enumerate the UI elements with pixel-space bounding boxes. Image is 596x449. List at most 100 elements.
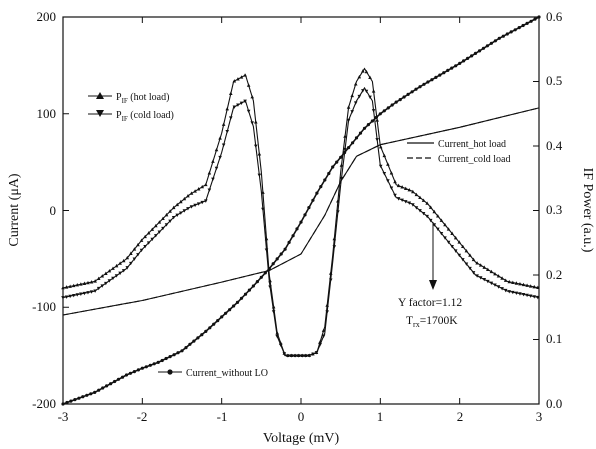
point-p-if-cold-load <box>311 352 315 357</box>
point-current-without-lo <box>323 178 327 182</box>
y-left-axis-title: Current (μA) <box>7 173 22 247</box>
point-p-if-hot-load <box>257 152 262 156</box>
point-p-if-cold-load <box>496 285 501 289</box>
point-p-if-cold-load <box>293 354 297 358</box>
point-current-without-lo <box>458 61 462 65</box>
point-current-without-lo <box>113 379 117 384</box>
point-current-without-lo <box>279 252 283 256</box>
point-p-if-cold-load <box>100 284 105 288</box>
point-p-if-cold-load <box>86 291 90 295</box>
point-p-if-cold-load <box>154 234 158 238</box>
point-p-if-cold-load <box>79 292 83 296</box>
point-current-without-lo <box>101 386 105 390</box>
point-p-if-cold-load <box>286 354 290 358</box>
point-p-if-hot-load <box>411 189 415 194</box>
point-current-without-lo <box>410 90 414 94</box>
point-p-if-cold-load <box>361 89 365 93</box>
point-p-if-hot-load <box>236 77 240 81</box>
point-p-if-cold-load <box>121 269 126 273</box>
point-p-if-cold-load <box>196 202 201 206</box>
point-p-if-cold-load <box>200 200 205 205</box>
point-current-without-lo <box>307 206 311 210</box>
point-p-if-cold-load <box>239 101 244 105</box>
point-current-without-lo <box>192 339 196 343</box>
point-current-without-lo <box>105 384 109 388</box>
point-p-if-cold-load <box>314 351 319 355</box>
point-p-if-hot-load <box>228 91 233 95</box>
point-p-if-hot-load <box>514 281 519 285</box>
point-current-without-lo <box>335 160 339 164</box>
point-p-if-hot-load <box>471 257 476 262</box>
point-current-without-lo <box>144 365 148 369</box>
point-p-if-hot-load <box>489 269 494 274</box>
point-p-if-cold-load <box>250 121 255 125</box>
point-current-without-lo <box>339 155 343 159</box>
series-line-current-without-lo <box>62 16 540 405</box>
point-p-if-hot-load <box>250 94 255 99</box>
point-p-if-cold-load <box>332 245 337 249</box>
point-p-if-cold-load <box>161 226 165 231</box>
point-p-if-hot-load <box>382 153 387 158</box>
annotation-trx-label: Trx=1700K <box>406 315 458 329</box>
point-p-if-hot-load <box>532 284 537 289</box>
point-p-if-cold-load <box>253 144 258 148</box>
point-current-without-lo <box>442 71 446 75</box>
point-p-if-cold-load <box>75 293 80 297</box>
point-p-if-hot-load <box>107 269 112 273</box>
point-current-without-lo <box>462 59 466 63</box>
point-current-without-lo <box>232 304 236 308</box>
point-p-if-cold-load <box>207 188 212 192</box>
point-p-if-cold-load <box>175 213 180 218</box>
point-p-if-hot-load <box>232 79 237 83</box>
point-current-without-lo <box>394 100 398 104</box>
point-p-if-cold-load <box>371 109 376 113</box>
point-p-if-cold-load <box>461 258 465 262</box>
point-p-if-cold-load <box>386 179 390 183</box>
point-p-if-hot-load <box>446 227 451 231</box>
point-p-if-cold-load <box>525 293 529 298</box>
point-current-without-lo <box>152 362 156 366</box>
point-current-without-lo <box>251 284 255 288</box>
y-right-tick-label: 0.0 <box>546 396 562 411</box>
annotation-without-lo: Current_without LO <box>158 368 268 379</box>
point-p-if-hot-load <box>461 244 465 249</box>
point-p-if-hot-load <box>89 280 94 284</box>
point-current-without-lo <box>414 87 418 91</box>
point-current-without-lo <box>358 131 363 135</box>
point-p-if-hot-load <box>396 183 401 188</box>
point-p-if-hot-load <box>364 69 369 74</box>
point-p-if-hot-load <box>164 212 169 217</box>
point-p-if-hot-load <box>146 231 151 235</box>
point-p-if-hot-load <box>353 82 358 86</box>
point-p-if-hot-load <box>464 248 469 253</box>
point-p-if-hot-load <box>182 196 187 201</box>
y-left-tick-label: 100 <box>37 106 57 121</box>
point-p-if-hot-load <box>468 253 472 257</box>
point-p-if-cold-load <box>350 110 354 114</box>
point-p-if-cold-load <box>393 193 397 198</box>
point-p-if-hot-load <box>525 283 529 287</box>
point-current-without-lo <box>97 388 101 392</box>
point-p-if-hot-load <box>350 93 354 98</box>
y-left-tick-label: -100 <box>32 299 56 314</box>
point-current-without-lo <box>156 360 160 364</box>
point-p-if-cold-load <box>478 276 483 280</box>
point-current-without-lo <box>239 296 244 300</box>
y-right-tick-label: 0.5 <box>546 73 562 88</box>
point-current-without-lo <box>291 234 295 238</box>
x-tick-label: -2 <box>137 409 148 424</box>
point-p-if-hot-load <box>214 147 219 152</box>
point-p-if-cold-load <box>193 203 197 208</box>
point-p-if-hot-load <box>432 209 437 214</box>
point-p-if-cold-load <box>364 89 369 94</box>
point-p-if-hot-load <box>193 189 197 193</box>
point-p-if-cold-load <box>104 281 108 286</box>
point-p-if-hot-load <box>175 202 180 207</box>
point-current-without-lo <box>259 275 263 279</box>
y-left-axis-ticks <box>63 16 69 405</box>
point-p-if-cold-load <box>382 172 387 176</box>
point-current-without-lo <box>386 106 390 110</box>
point-current-without-lo <box>370 119 374 123</box>
legend-pif: PIF (hot load) PIF (cold load) <box>88 92 174 123</box>
point-current-without-lo <box>85 393 89 397</box>
